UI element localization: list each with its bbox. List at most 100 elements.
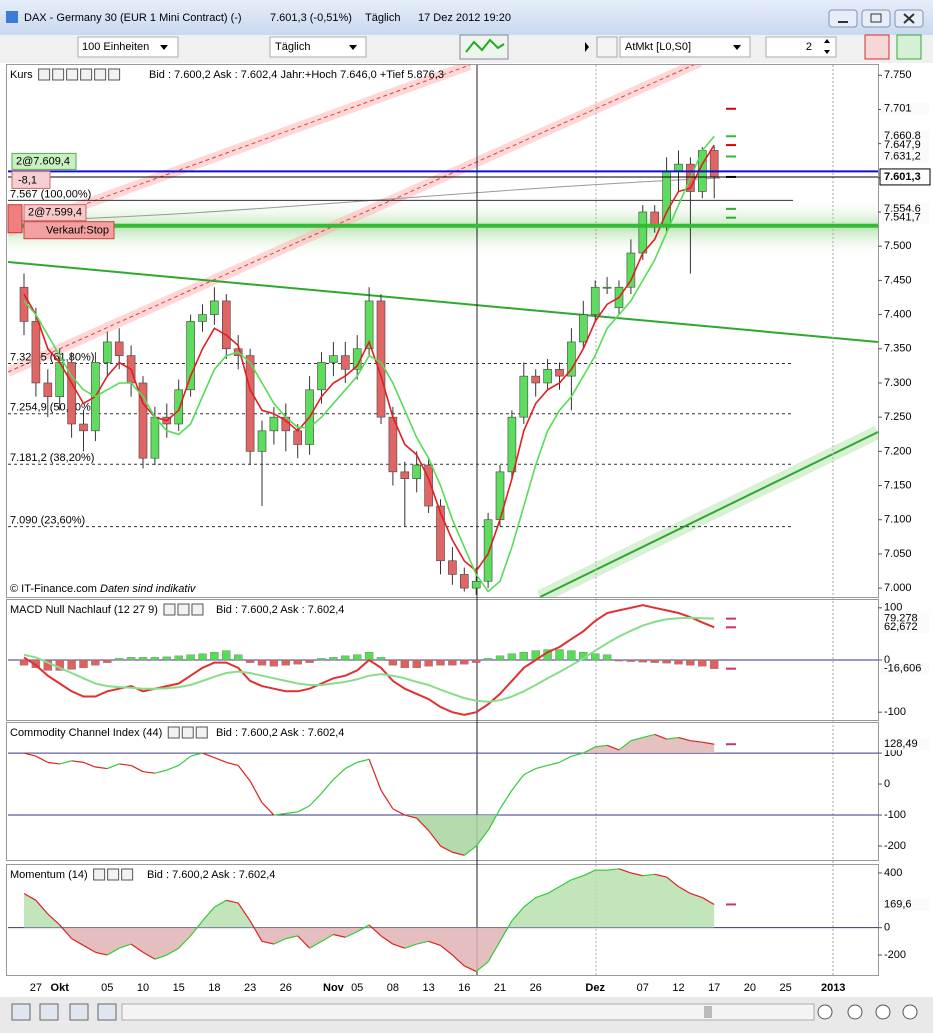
candle-body <box>602 286 612 289</box>
indicator-segment <box>297 935 311 949</box>
x-tick-label: 08 <box>387 982 399 994</box>
panel-icon[interactable] <box>191 603 204 616</box>
panel-icon[interactable] <box>52 68 65 81</box>
panel-icon[interactable] <box>93 868 106 881</box>
position-label: 2@7.609,4 <box>16 155 70 167</box>
period-dropdown[interactable] <box>269 36 367 58</box>
indicator-segment <box>475 830 489 847</box>
y-tick-label: 7.400 <box>884 308 912 320</box>
price-panel-frame <box>6 64 879 598</box>
indicator-segment <box>475 961 489 972</box>
units-value: 100 Einheiten <box>82 41 149 53</box>
indicator-segment <box>332 768 346 780</box>
indicator-segment <box>345 931 358 938</box>
panel-icon[interactable] <box>108 68 121 81</box>
fib-label: 7.567 (100,00%) <box>10 188 91 200</box>
maximize-button[interactable] <box>861 9 891 28</box>
panel-icon[interactable] <box>195 726 208 739</box>
candle-body <box>340 355 350 370</box>
histogram-bar <box>472 659 481 663</box>
panel-icon[interactable] <box>163 603 176 616</box>
candle-body <box>210 300 219 315</box>
indicator-segment <box>202 752 215 759</box>
indicator-segment <box>618 868 632 874</box>
panel-icon[interactable] <box>94 68 107 81</box>
histogram-bar <box>19 659 29 666</box>
indicator-segment <box>357 758 370 763</box>
candle-body <box>531 375 541 384</box>
y-tick-label: -200 <box>884 840 906 852</box>
histogram-bar <box>317 658 326 661</box>
indicator-segment <box>654 733 667 740</box>
indicator-segment <box>178 935 192 949</box>
indicator-segment <box>190 920 203 937</box>
indicator-segment <box>273 938 287 945</box>
candle-body <box>543 368 552 384</box>
indicator-segment <box>380 789 394 810</box>
indicator-segment <box>583 869 596 877</box>
indicator-segment <box>642 733 655 739</box>
indicator-segment <box>701 897 715 905</box>
indicator-segment <box>249 780 263 803</box>
candle-body <box>329 355 338 363</box>
title-bar <box>0 0 933 35</box>
trend-line <box>539 431 878 597</box>
buy-button[interactable] <box>896 34 922 60</box>
zoom-icon[interactable] <box>847 1004 863 1020</box>
price-label-bg <box>881 211 929 224</box>
price-label-bg <box>881 170 929 183</box>
indicator-segment <box>345 761 358 770</box>
sell-button[interactable] <box>864 34 890 60</box>
candle-body <box>67 362 76 425</box>
indicator-segment <box>499 920 513 942</box>
indicator-segment <box>654 873 667 878</box>
credit: © IT-Finance.com <box>10 583 97 595</box>
y-tick-label: 7.500 <box>884 240 912 252</box>
tool-icon[interactable] <box>69 1003 89 1021</box>
candle-body <box>317 362 326 391</box>
order-type-dropdown[interactable] <box>619 36 751 58</box>
quantity-input[interactable] <box>765 36 837 58</box>
tool-icon[interactable] <box>11 1003 31 1021</box>
minimize-button[interactable] <box>828 9 858 28</box>
y-tick-label: 7.300 <box>884 377 912 389</box>
histogram-bar <box>281 659 290 666</box>
pnl-chip <box>11 170 51 189</box>
panel-icon[interactable] <box>66 68 79 81</box>
x-tick-label: 15 <box>173 982 185 994</box>
zoom-out-icon[interactable] <box>875 1004 891 1020</box>
x-tick-label: 17 <box>708 982 720 994</box>
panel-icon[interactable] <box>107 868 120 881</box>
panel-icon[interactable] <box>121 868 134 881</box>
y-tick-label: -200 <box>884 949 906 961</box>
position-chip <box>11 152 77 170</box>
panel-icon[interactable] <box>80 68 93 81</box>
indicator-segment <box>71 938 84 946</box>
y-tick-label: -100 <box>884 706 906 718</box>
tool-icon[interactable] <box>97 1003 117 1021</box>
panel-icon[interactable] <box>177 603 190 616</box>
candle-body <box>424 464 433 507</box>
indicator-segment <box>321 779 334 794</box>
fib-label: 7.090 (23,60%) <box>10 514 85 526</box>
indicator-segment <box>226 899 239 904</box>
units-dropdown[interactable] <box>77 36 179 58</box>
panel-icon[interactable] <box>181 726 194 739</box>
panel-icon[interactable] <box>38 68 51 81</box>
scroll-thumb[interactable] <box>704 1006 712 1018</box>
x-tick-label: 2013 <box>821 982 845 994</box>
indicator-segment <box>666 736 679 740</box>
panel-icon[interactable] <box>167 726 180 739</box>
window-price: 7.601,3 (-0,51%) <box>270 12 352 24</box>
panel-quote: Bid : 7.600,2 Ask : 7.602,4 <box>147 869 275 881</box>
scrollbar[interactable] <box>121 1003 815 1021</box>
zoom-icon[interactable] <box>817 1004 833 1020</box>
panel-header: Momentum (14) <box>10 869 88 881</box>
stop-chip <box>23 204 87 222</box>
cci-panel-frame <box>6 722 879 861</box>
tool-icon[interactable] <box>39 1003 59 1021</box>
zoom-in-icon[interactable] <box>902 1004 918 1020</box>
settings-button[interactable] <box>596 36 618 58</box>
y-tick-label: 7.100 <box>884 514 912 526</box>
window-period: Täglich <box>365 12 400 24</box>
